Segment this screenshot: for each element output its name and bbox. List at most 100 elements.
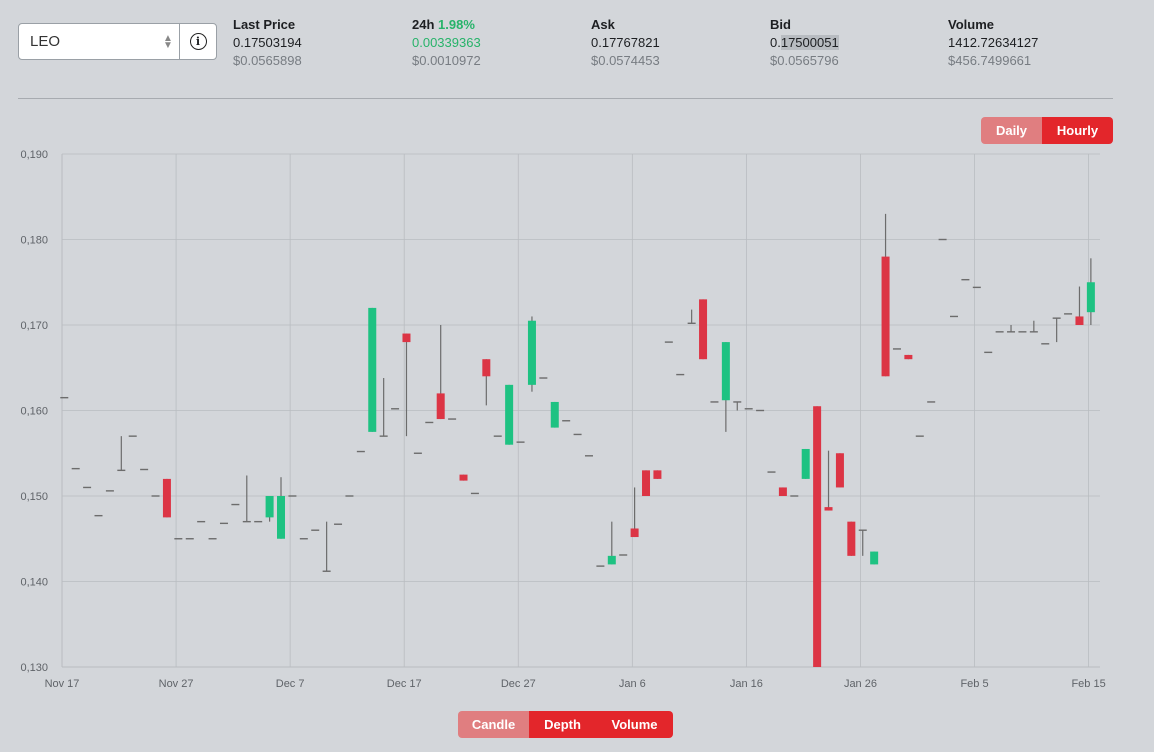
y-tick-label: 0,140 — [20, 577, 48, 589]
candle-body-up — [311, 529, 320, 531]
candle-body-up — [961, 278, 970, 281]
stat-label: Last Price — [233, 17, 296, 32]
stat-label: Volume — [948, 17, 994, 32]
candle — [1064, 313, 1073, 315]
candle-body-up — [949, 315, 958, 318]
candle — [767, 471, 776, 473]
candle — [733, 401, 742, 411]
candle — [539, 377, 548, 379]
candle — [676, 373, 685, 376]
change-percent: 1.98% — [438, 17, 475, 32]
candle-body-up — [151, 495, 160, 497]
candle — [311, 529, 320, 531]
candle — [448, 418, 457, 420]
candle-body-up — [915, 435, 924, 437]
candle-body-up — [767, 471, 776, 473]
depth-button[interactable]: Depth — [529, 711, 596, 738]
candle-body-up — [858, 529, 867, 531]
x-tick-label: Nov 17 — [45, 678, 80, 690]
candle-body-up — [1041, 343, 1050, 345]
candle-body-up — [619, 554, 628, 556]
volume-button[interactable]: Volume — [596, 711, 673, 738]
stat-value: 0.17503194 — [233, 35, 302, 50]
candle — [219, 522, 228, 525]
candle-body-up — [368, 307, 377, 432]
candle-body-down — [402, 333, 411, 343]
candle-body-up — [322, 570, 331, 572]
stat-label-text: 24h — [412, 17, 435, 32]
candle-body-up — [493, 435, 502, 437]
candle-body-up — [1007, 331, 1016, 333]
candle-body-down — [436, 393, 445, 420]
x-tick-label: Dec 17 — [387, 678, 422, 690]
stat-label: Bid — [770, 17, 791, 32]
candle-body-up — [516, 441, 525, 443]
info-button[interactable]: i — [179, 24, 216, 59]
candle — [322, 521, 331, 572]
hourly-button[interactable]: Hourly — [1042, 117, 1113, 144]
stat-value: 0.17500051 — [770, 34, 839, 52]
candle-body-up — [938, 238, 947, 241]
candle-body-up — [744, 408, 753, 410]
candle — [607, 521, 616, 565]
candle-body-down — [778, 487, 787, 496]
candle-body-down — [630, 528, 639, 538]
range-toggle: Daily Hourly — [981, 117, 1113, 144]
candle-body-up — [676, 373, 685, 376]
x-tick-label: Jan 6 — [619, 678, 646, 690]
stat-value: 0.00339363 — [412, 35, 481, 50]
candle-body-down — [699, 299, 708, 360]
candle — [995, 331, 1004, 333]
candle-body-up — [584, 455, 593, 457]
candle — [128, 435, 137, 437]
candle-body-up — [391, 408, 400, 410]
candle — [813, 406, 822, 667]
y-tick-label: 0,130 — [20, 662, 48, 674]
candle — [1052, 317, 1061, 343]
candle — [881, 213, 890, 377]
candle — [425, 421, 434, 424]
candle-body-up — [892, 348, 901, 350]
candle — [493, 435, 502, 437]
candle-body-up — [231, 503, 240, 506]
daily-button[interactable]: Daily — [981, 117, 1042, 144]
candle — [550, 401, 559, 428]
candle-body-up — [128, 435, 137, 437]
candle — [596, 565, 605, 567]
candle — [413, 452, 422, 454]
candlestick-chart: 0,130 0,140 0,150 0,160 0,170 0,180 0,190 Nov … — [20, 149, 1105, 690]
selected-text: 17500051 — [780, 35, 839, 50]
candle — [105, 490, 114, 492]
candle-body-up — [219, 522, 228, 525]
candle-body-up — [995, 331, 1004, 333]
stat-usd-value: $0.0574453 — [591, 53, 660, 68]
candle-body-up — [174, 538, 183, 540]
candle — [824, 450, 833, 511]
symbol-select[interactable]: LEO ▲ ▼ i — [18, 23, 217, 60]
candle — [174, 538, 183, 540]
candle-body-up — [208, 538, 217, 540]
stat-usd-value: $0.0010972 — [412, 53, 481, 68]
candle — [185, 538, 194, 540]
candle — [60, 396, 69, 399]
candle-body-up — [710, 401, 719, 403]
candle-body-up — [1029, 331, 1038, 333]
y-tick-label: 0,190 — [20, 149, 48, 161]
candle — [1007, 325, 1016, 333]
stat-24h: 24h 1.98% 0.00339363 $0.0010972 — [412, 16, 481, 70]
candle-body-up — [94, 514, 103, 517]
candle — [584, 455, 593, 457]
candle — [847, 521, 856, 556]
candle — [117, 436, 126, 472]
candle-body-up — [185, 538, 194, 540]
candle-body-up — [356, 450, 365, 453]
candle-body-up — [721, 342, 730, 401]
candle-body-down — [653, 470, 662, 479]
candle — [208, 538, 217, 540]
candle-button[interactable]: Candle — [458, 711, 529, 738]
candle-body-up — [117, 469, 126, 472]
stat-value: 0.17767821 — [591, 35, 660, 50]
y-tick-label: 0,150 — [20, 491, 48, 503]
candle-body-up — [299, 538, 308, 540]
candle-body-up — [756, 409, 765, 412]
